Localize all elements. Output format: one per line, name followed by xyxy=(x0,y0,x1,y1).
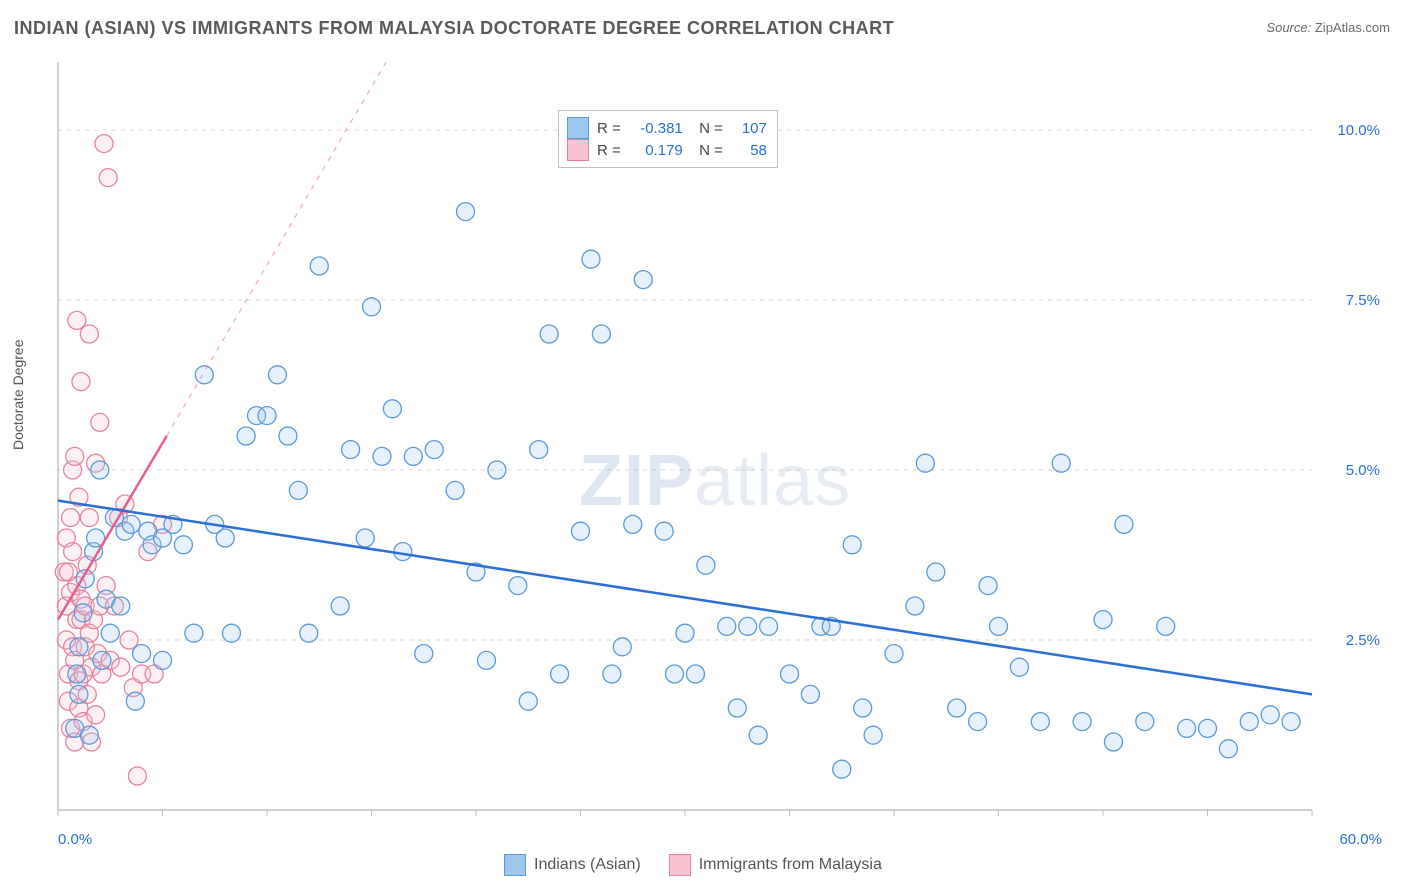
source-label: Source: xyxy=(1266,20,1311,35)
correlation-legend: R = -0.381 N = 107 R = 0.179 N = 58 xyxy=(558,110,778,168)
svg-text:10.0%: 10.0% xyxy=(1337,122,1380,139)
legend-row-blue: R = -0.381 N = 107 xyxy=(567,117,767,139)
legend-swatch-pink xyxy=(567,139,589,161)
legend-item-blue: Indians (Asian) xyxy=(504,854,641,876)
svg-text:5.0%: 5.0% xyxy=(1346,462,1380,479)
source-value: ZipAtlas.com xyxy=(1315,20,1390,35)
legend-swatch-blue-icon xyxy=(504,854,526,876)
svg-text:0.0%: 0.0% xyxy=(58,831,92,848)
source-attribution: Source: ZipAtlas.com xyxy=(1266,20,1390,35)
svg-text:7.5%: 7.5% xyxy=(1346,292,1380,309)
svg-text:2.5%: 2.5% xyxy=(1346,632,1380,649)
r-label: R = xyxy=(597,142,621,159)
svg-text:60.0%: 60.0% xyxy=(1339,831,1382,848)
r-value-blue: -0.381 xyxy=(629,120,683,137)
legend-label-pink: Immigrants from Malaysia xyxy=(699,856,882,874)
legend-label-blue: Indians (Asian) xyxy=(534,856,641,874)
r-value-pink: 0.179 xyxy=(629,142,683,159)
series-legend: Indians (Asian) Immigrants from Malaysia xyxy=(504,854,882,876)
legend-item-pink: Immigrants from Malaysia xyxy=(669,854,882,876)
y-axis-label: Doctorate Degree xyxy=(10,339,26,450)
legend-row-pink: R = 0.179 N = 58 xyxy=(567,139,767,161)
scatter-plot: 2.5% 5.0% 7.5% 10.0% 0.0% 60.0% xyxy=(14,50,1392,850)
n-label: N = xyxy=(691,120,723,137)
r-label: R = xyxy=(597,120,621,137)
n-label: N = xyxy=(691,142,723,159)
chart-container: Doctorate Degree 2.5%5.0%7.5%10.0%0.0%60… xyxy=(14,50,1392,880)
n-value-pink: 58 xyxy=(731,142,767,159)
legend-swatch-pink-icon xyxy=(669,854,691,876)
chart-title: INDIAN (ASIAN) VS IMMIGRANTS FROM MALAYS… xyxy=(14,18,894,39)
legend-swatch-blue xyxy=(567,117,589,139)
n-value-blue: 107 xyxy=(731,120,767,137)
